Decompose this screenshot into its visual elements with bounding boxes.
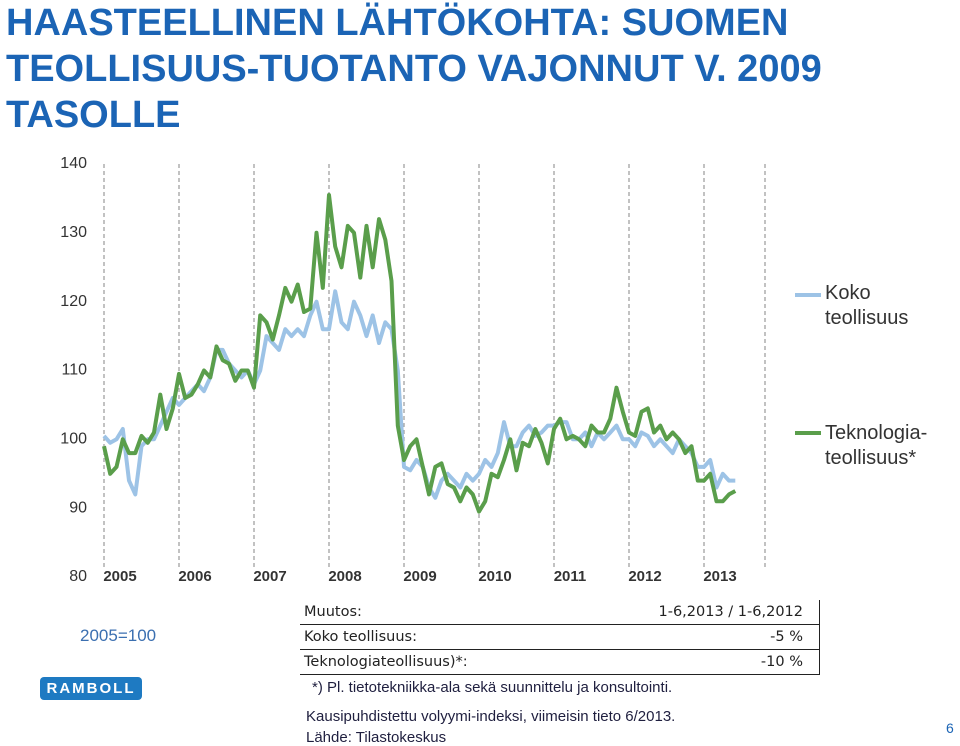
footnote: *) Pl. tietotekniikka-ala sekä suunnitte… xyxy=(312,679,673,696)
y-tick-label: 80 xyxy=(69,568,87,585)
table-row: Teknologiateollisuus)*: -10 % xyxy=(300,649,820,675)
y-tick-label: 120 xyxy=(60,293,87,310)
table-cell: Muutos: xyxy=(300,600,565,625)
y-tick-label: 100 xyxy=(60,431,87,448)
x-tick-label: 2011 xyxy=(554,568,587,585)
table-cell: -5 % xyxy=(564,624,820,650)
table-row: Muutos: 1-6,2013 / 1-6,2012 xyxy=(300,600,820,625)
y-tick-label: 140 xyxy=(60,155,87,172)
table-cell: 1-6,2013 / 1-6,2012 xyxy=(564,600,820,625)
x-tick-label: 2005 xyxy=(103,568,136,585)
page-number: 6 xyxy=(946,720,954,736)
table-cell: -10 % xyxy=(564,649,820,675)
legend-label: Koko teollisuus xyxy=(825,282,909,329)
y-tick-label: 90 xyxy=(69,499,87,516)
table-cell: Teknologiateollisuus)*: xyxy=(300,649,565,675)
title: HAASTEELLINEN LÄHTÖKOHTA: SUOMEN TEOLLIS… xyxy=(6,2,822,136)
table-cell: Koko teollisuus: xyxy=(300,624,565,650)
y-tick-label: 130 xyxy=(60,224,87,241)
x-tick-label: 2013 xyxy=(703,568,736,585)
line-series xyxy=(102,193,737,514)
base-note: 2005=100 xyxy=(80,626,157,645)
x-tick-label: 2009 xyxy=(403,568,436,585)
x-tick-label: 2012 xyxy=(628,568,661,585)
table-row: Koko teollisuus: -5 % xyxy=(300,624,820,650)
change-table: Muutos: 1-6,2013 / 1-6,2012 Koko teollisu… xyxy=(300,600,820,675)
y-tick-label: 110 xyxy=(61,362,87,379)
legend-label: Teknologia-teollisuus* xyxy=(825,422,928,469)
x-tick-label: 2007 xyxy=(253,568,286,585)
x-tick-label: 2010 xyxy=(478,568,511,585)
x-tick-label: 2008 xyxy=(328,568,361,585)
footnote: Lähde: Tilastokeskus xyxy=(306,729,447,746)
line-series xyxy=(102,289,736,500)
x-tick-label: 2006 xyxy=(178,568,211,585)
footnote: Kausipuhdistettu volyymi-indeksi, viimei… xyxy=(306,708,676,725)
logo: RAMBOLL xyxy=(40,677,142,700)
